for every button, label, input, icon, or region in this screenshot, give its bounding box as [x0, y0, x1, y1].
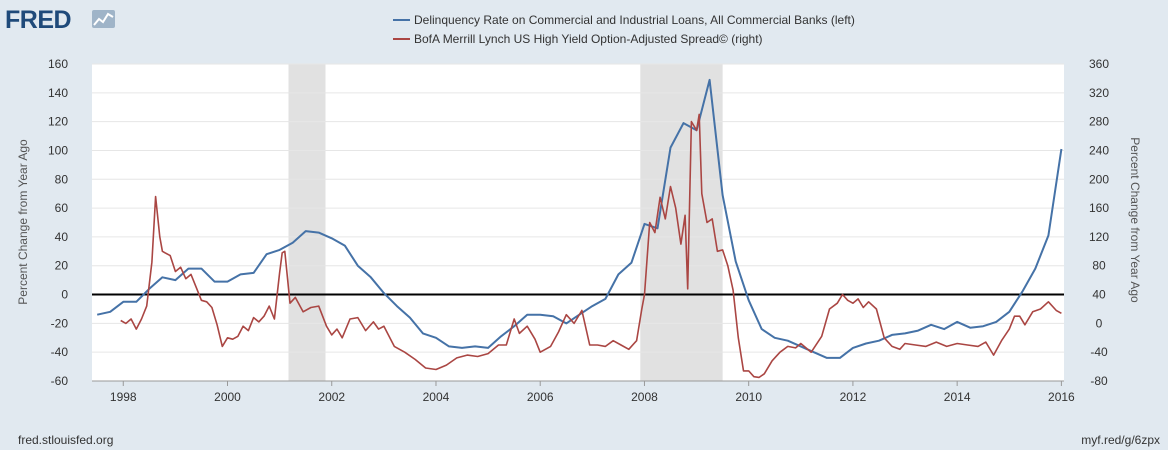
- x-tick-label: 2002: [318, 390, 345, 404]
- right-tick-label: -80: [1090, 374, 1108, 388]
- left-tick-label: -40: [51, 345, 69, 359]
- left-tick-label: 0: [61, 288, 68, 302]
- x-tick-label: 2000: [214, 390, 241, 404]
- x-tick-label: 1998: [110, 390, 137, 404]
- grid-lines: [92, 63, 1064, 382]
- recession-band-0: [288, 64, 326, 381]
- x-tick-label: 2010: [735, 390, 762, 404]
- recession-band-1: [640, 64, 723, 381]
- recession-bands: [288, 64, 723, 381]
- fred-logo[interactable]: FRED: [5, 6, 115, 34]
- right-tick-label: 280: [1089, 115, 1109, 129]
- legend-item-delinquency[interactable]: Delinquency Rate on Commercial and Indus…: [393, 13, 855, 27]
- left-tick-label: 100: [48, 143, 68, 157]
- left-tick-label: 60: [55, 201, 69, 215]
- source-link[interactable]: fred.stlouisfed.org: [18, 433, 113, 447]
- right-tick-label: 320: [1089, 86, 1109, 100]
- left-axis-ticks: -60 -40 -20 0 20 40 60 80 100 120 140 160: [48, 57, 68, 388]
- short-url-link[interactable]: myf.red/g/6zpx: [1081, 433, 1160, 447]
- legend-item-spread[interactable]: BofA Merrill Lynch US High Yield Option-…: [393, 32, 763, 46]
- right-tick-label: 120: [1089, 230, 1109, 244]
- series-lines: [96, 78, 1063, 379]
- left-tick-label: 140: [48, 86, 68, 100]
- left-axis-title: Percent Change from Year Ago: [16, 139, 30, 305]
- legend: Delinquency Rate on Commercial and Indus…: [393, 13, 855, 46]
- right-tick-label: 0: [1096, 316, 1103, 330]
- right-tick-label: 240: [1089, 143, 1109, 157]
- fred-logo-text: FRED: [5, 6, 71, 34]
- chart-line-icon: [92, 10, 115, 28]
- x-tick-label: 2012: [840, 390, 867, 404]
- left-tick-label: 80: [55, 172, 69, 186]
- x-tick-label: 2008: [631, 390, 658, 404]
- left-tick-label: 20: [55, 259, 69, 273]
- legend-label-delinquency: Delinquency Rate on Commercial and Indus…: [414, 13, 855, 27]
- left-tick-label: 40: [55, 230, 69, 244]
- right-tick-label: -40: [1090, 345, 1108, 359]
- right-tick-label: 40: [1092, 288, 1106, 302]
- x-tick-label: 2014: [944, 390, 971, 404]
- plot-area: [92, 64, 1064, 381]
- x-tick-label: 2016: [1048, 390, 1075, 404]
- right-tick-label: 360: [1089, 57, 1109, 71]
- left-tick-label: 160: [48, 57, 68, 71]
- right-axis-title: Percent Change from Year Ago: [1128, 137, 1142, 303]
- legend-label-spread: BofA Merrill Lynch US High Yield Option-…: [414, 32, 763, 46]
- left-tick-label: -60: [51, 374, 69, 388]
- right-tick-label: 200: [1089, 172, 1109, 186]
- series-line-spread: [120, 113, 1062, 379]
- x-axis-ticks: 1998 2000 2002 2004 2006 2008 2010 2012 2014 2016: [110, 381, 1075, 404]
- right-axis-ticks: -80 -40 0 40 80 120 160 200 240 280 320 360: [1089, 57, 1109, 388]
- left-tick-label: -20: [51, 316, 69, 330]
- right-tick-label: 160: [1089, 201, 1109, 215]
- left-tick-label: 120: [48, 115, 68, 129]
- right-tick-label: 80: [1092, 259, 1106, 273]
- x-tick-label: 2004: [423, 390, 450, 404]
- x-tick-label: 2006: [527, 390, 554, 404]
